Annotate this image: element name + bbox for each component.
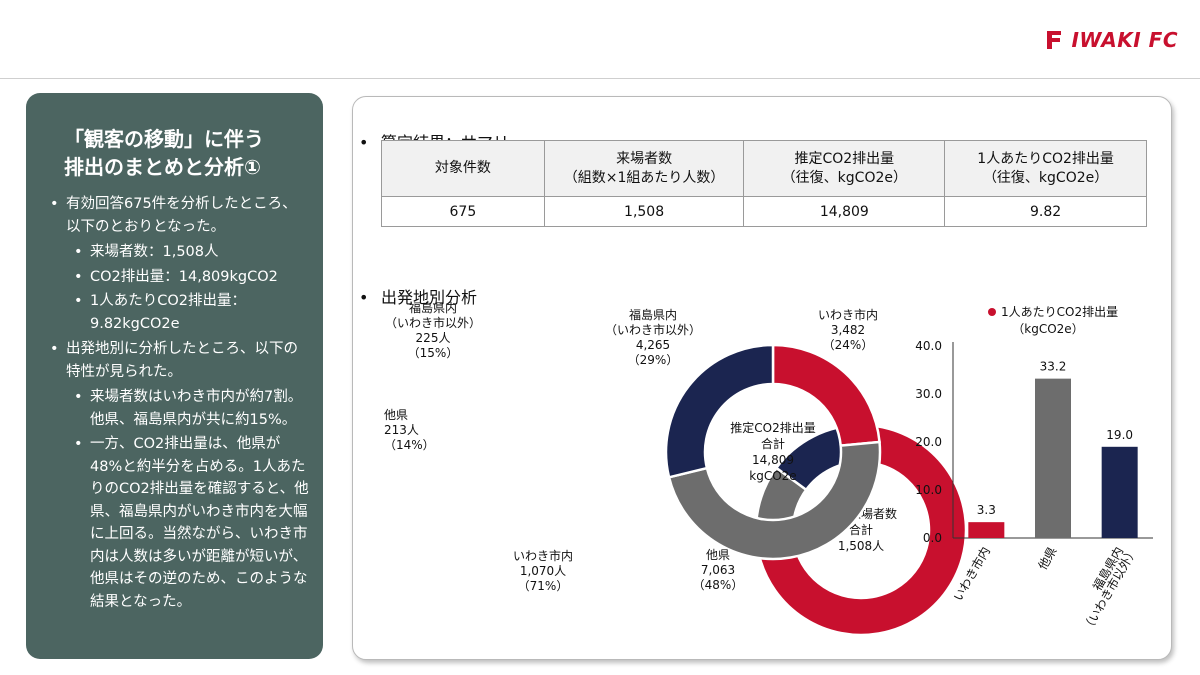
panel-title-line-1: 「観客の移動」に伴う: [64, 127, 264, 151]
donut-center-label: 合計: [761, 436, 785, 451]
summary-value-cell: 1,508: [543, 196, 745, 227]
slice-label: （71%）: [518, 579, 569, 593]
summary-value-cell: 675: [381, 196, 545, 227]
slice-label: （14%）: [384, 438, 435, 452]
donut-center-label: 合計: [849, 522, 873, 537]
y-tick-label: 20.0: [915, 435, 942, 449]
bullet-item: 有効回答675件を分析したところ、以下のとおりとなった。: [42, 193, 310, 238]
bullet-item: 来場者数：1,508人: [42, 241, 310, 264]
summary-value-cell: 14,809: [743, 196, 946, 227]
summary-side-panel: 「観客の移動」に伴う 排出のまとめと分析① 有効回答675件を分析したところ、以…: [26, 93, 323, 659]
slice-label: （15%）: [408, 346, 459, 360]
bullet-item: CO2排出量：14,809kgCO2: [42, 266, 310, 289]
header-divider: [0, 78, 1200, 79]
origin-analysis-charts: 推定来場者数合計1,508人いわき市内1,070人（71%）他県213人（14%…: [384, 300, 1153, 637]
bullet-item: 1人あたりCO2排出量：9.82kgCO2e: [42, 290, 310, 335]
slice-label: （いわき市以外）: [385, 315, 481, 330]
donut-center-label: 1,508人: [838, 539, 884, 553]
x-category-label: 他県: [1035, 545, 1059, 573]
slice-label: いわき市内: [818, 307, 878, 322]
analysis-bullets: 有効回答675件を分析したところ、以下のとおりとなった。来場者数：1,508人C…: [42, 193, 310, 613]
analysis-section-title: • 出発地別分析: [359, 268, 478, 307]
bar: [968, 522, 1005, 538]
bar-unit-label: （kgCO2e）: [1012, 322, 1083, 336]
panel-title-line-2: 排出のまとめと分析①: [64, 155, 261, 179]
donut-center-label: 推定CO2排出量: [730, 420, 815, 435]
analysis-section-title-text: 出発地別分析: [381, 288, 478, 307]
donut-slice: [757, 423, 968, 637]
summary-table: 対象件数 来場者数 （組数×1組あたり人数） 推定CO2排出量 （往復、kgCO…: [381, 140, 1147, 227]
slice-label: 7,063: [701, 563, 735, 577]
slice-label: （24%）: [823, 338, 874, 352]
bullet-item: 一方、CO2排出量は、他県が48%と約半分を占める。1人あたりのCO2排出量を確…: [42, 433, 310, 613]
bullet-item: 来場者数はいわき市内が約7割。他県、福島県内が共に約15%。: [42, 386, 310, 431]
slice-label: 225人: [416, 331, 451, 345]
donut-slice: [667, 440, 882, 561]
slice-label: 他県: [384, 408, 408, 422]
slice-label: （48%）: [693, 578, 744, 592]
brand-name: IWAKI FC: [1071, 28, 1178, 52]
brand-crest-icon: [1047, 31, 1062, 49]
y-tick-label: 10.0: [915, 483, 942, 497]
bar-value-label: 3.3: [977, 503, 996, 517]
slice-label: 他県: [706, 548, 730, 562]
slice-label: 福島県内: [629, 307, 677, 322]
slice-label: 1,070人: [520, 564, 566, 578]
slice-label: （いわき市以外）: [605, 322, 701, 337]
summary-header-cell: 対象件数: [381, 140, 545, 197]
slice-label: いわき市内: [513, 548, 573, 563]
brand-logo: IWAKI FC: [1043, 28, 1178, 52]
panel-title: 「観客の移動」に伴う 排出のまとめと分析①: [64, 125, 314, 181]
donut-slice: [664, 343, 775, 479]
bar: [1101, 446, 1138, 538]
legend-marker: [988, 308, 996, 316]
summary-value-cell: 9.82: [944, 196, 1147, 227]
summary-header-cell: 推定CO2排出量 （往復、kgCO2e）: [743, 140, 946, 197]
summary-header-cell: 来場者数 （組数×1組あたり人数）: [543, 140, 745, 197]
bar-legend: 1人あたりCO2排出量: [1001, 305, 1118, 319]
slice-label: 213人: [384, 423, 419, 437]
slice-label: 福島県内: [409, 300, 457, 315]
slice-label: （29%）: [628, 353, 679, 367]
bar: [1035, 378, 1071, 538]
y-tick-label: 30.0: [915, 387, 942, 401]
donut-center-label: 14,809: [752, 453, 794, 467]
donut-center-label: kgCO2e: [749, 469, 796, 483]
bar-value-label: 19.0: [1106, 428, 1133, 442]
results-card: •算定結果：サマリー 対象件数 来場者数 （組数×1組あたり人数） 推定CO2排…: [352, 96, 1172, 660]
summary-header-row: 対象件数 来場者数 （組数×1組あたり人数） 推定CO2排出量 （往復、kgCO…: [381, 140, 1147, 197]
slice-label: 4,265: [636, 338, 670, 352]
summary-value-row: 675 1,508 14,809 9.82: [381, 196, 1147, 227]
bar-value-label: 33.2: [1040, 360, 1067, 374]
y-tick-label: 0.0: [923, 531, 942, 545]
summary-header-cell: 1人あたりCO2排出量 （往復、kgCO2e）: [944, 140, 1147, 197]
slice-label: 3,482: [831, 323, 865, 337]
y-tick-label: 40.0: [915, 339, 942, 353]
bullet-item: 出発地別に分析したところ、以下の特性が見られた。: [42, 338, 310, 383]
